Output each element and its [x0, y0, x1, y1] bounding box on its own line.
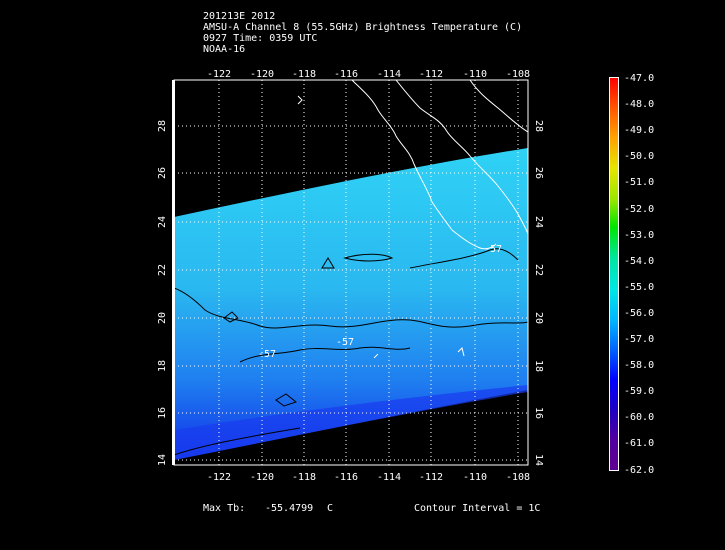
lon-label-bottom: -122: [207, 472, 231, 483]
lon-label-top: -122: [207, 69, 231, 80]
lon-label-top: -118: [292, 69, 316, 80]
colorbar-tick-label: -49.0: [624, 125, 655, 137]
lon-label-top: -110: [463, 69, 487, 80]
title-line-2: AMSU-A Channel 8 (55.5GHz) Brightness Te…: [203, 22, 523, 33]
colorbar-tick-label: -47.0: [624, 73, 655, 84]
lon-label-bottom: -110: [463, 472, 487, 483]
lat-label-right: 14: [533, 454, 544, 466]
lon-label-top: -108: [506, 69, 530, 80]
lat-label-right: 22: [533, 264, 544, 276]
lon-label-bottom: -116: [334, 472, 358, 483]
lat-label-right: 26: [533, 167, 544, 179]
colorbar-tick-label: -53.0: [624, 229, 655, 241]
lat-label-left: 20: [157, 312, 168, 324]
max-tb-value: -55.4799: [265, 503, 314, 514]
lon-label-top: -112: [419, 69, 443, 80]
colorbar: [609, 77, 619, 471]
contour-label: -57: [336, 337, 354, 348]
coastline: [297, 80, 528, 359]
lon-label-top: -114: [377, 69, 401, 80]
lat-label-left: 26: [157, 167, 168, 179]
lat-label-left: 18: [157, 360, 168, 372]
colorbar-tick-label: -48.0: [624, 99, 655, 111]
lat-label-right: 20: [533, 312, 544, 324]
contour-interval: Contour Interval = 1C: [414, 503, 541, 514]
lat-label-right: 28: [533, 120, 544, 132]
colorbar-tick-label: -62.0: [624, 464, 655, 476]
colorbar-tick-label: -50.0: [624, 151, 655, 163]
colorbar-tick-label: -56.0: [624, 307, 655, 319]
title-line-3: 0927 Time: 0359 UTC: [203, 33, 318, 44]
colorbar-tick-label: -52.0: [624, 203, 655, 215]
lon-label-bottom: -112: [419, 472, 443, 483]
lat-label-right: 18: [533, 360, 544, 372]
data-swath: [174, 148, 528, 460]
lon-label-bottom: -108: [506, 472, 530, 483]
colorbar-tick-label: -61.0: [624, 438, 655, 450]
lon-label-top: -116: [334, 69, 358, 80]
title-line-1: 201213E 2012: [203, 11, 276, 22]
lon-label-bottom: -118: [292, 472, 316, 483]
cold-band: [174, 385, 528, 460]
axis-labels: -122 -122 -120 -120 -118 -118 -116 -116 -114 -114…: [157, 69, 544, 483]
max-tb-label: Max Tb:: [203, 503, 246, 514]
lon-label-top: -120: [250, 69, 274, 80]
lat-label-left: 28: [157, 120, 168, 132]
lat-label-left: 14: [157, 454, 168, 466]
lat-label-left: 22: [157, 264, 168, 276]
map-left-edge: [172, 80, 175, 465]
lat-label-left: 16: [157, 407, 168, 419]
lat-label-right: 24: [533, 216, 544, 228]
colorbar-tick-label: -58.0: [624, 360, 655, 372]
lon-label-bottom: -120: [250, 472, 274, 483]
max-tb-unit: C: [327, 503, 334, 514]
lat-label-right: 16: [533, 407, 544, 419]
colorbar-tick-label: -57.0: [624, 334, 655, 345]
contour-label: -57: [258, 349, 276, 360]
lon-label-bottom: -114: [377, 472, 401, 483]
colorbar-tick-label: -59.0: [624, 386, 655, 398]
contour-label: -57: [484, 244, 502, 255]
graticule: [174, 80, 528, 465]
colorbar-tick-label: -51.0: [624, 177, 655, 189]
colorbar-tick-label: -60.0: [624, 412, 655, 424]
colorbar-tick-label: -54.0: [624, 255, 655, 267]
lat-label-left: 24: [157, 216, 168, 228]
title-line-4: NOAA-16: [203, 44, 246, 55]
colorbar-tick-label: -55.0: [624, 281, 655, 293]
contour-lines: [174, 248, 528, 456]
